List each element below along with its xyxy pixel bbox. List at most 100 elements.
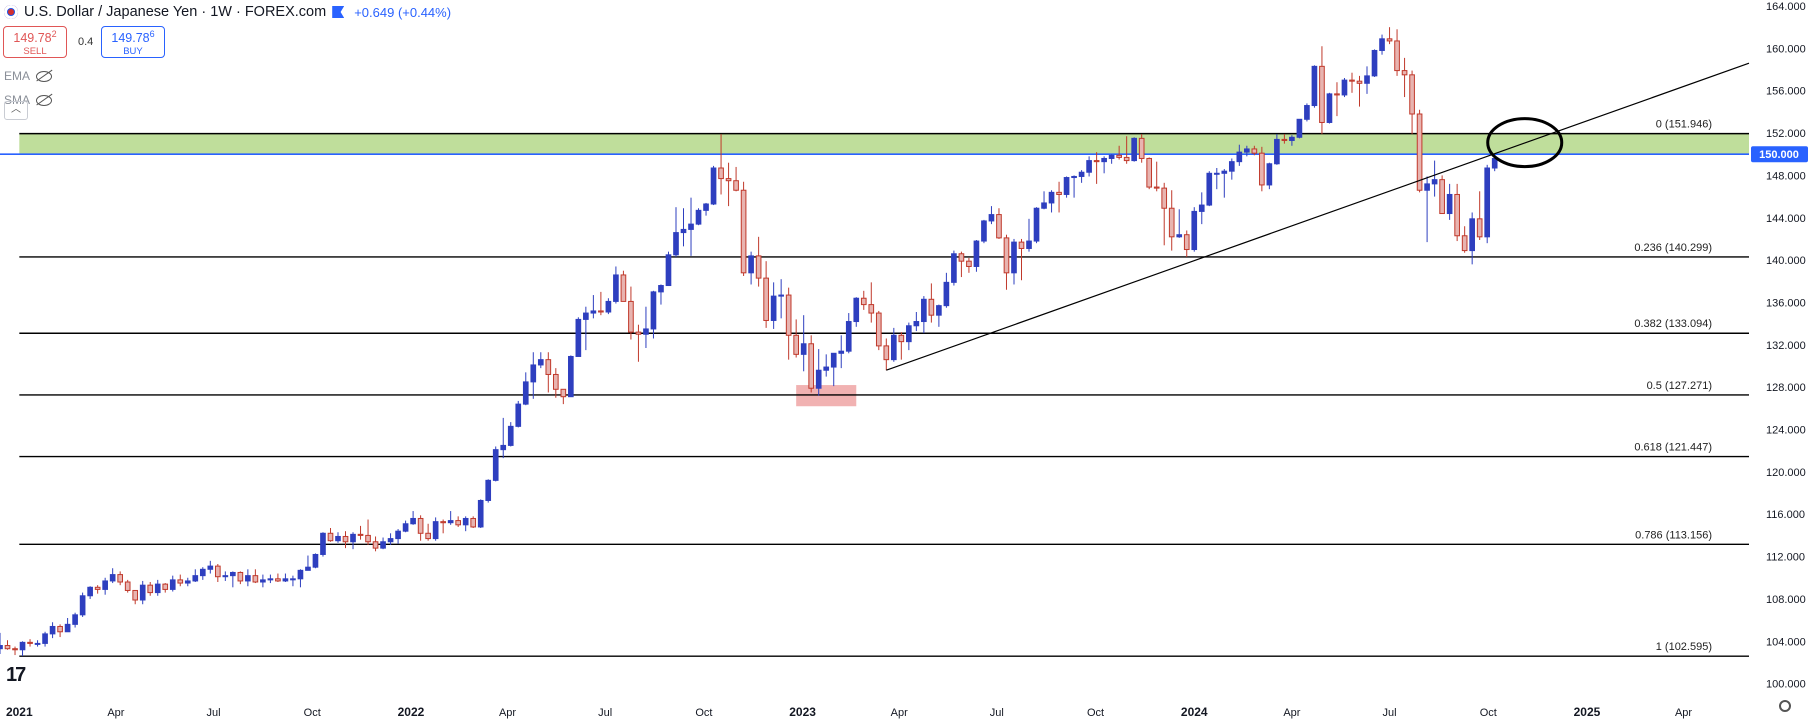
candle[interactable]: [1026, 218, 1032, 252]
candle[interactable]: [875, 310, 882, 351]
candle[interactable]: [1296, 118, 1303, 139]
candle[interactable]: [267, 574, 274, 584]
candle[interactable]: [1108, 154, 1115, 164]
candle[interactable]: [906, 322, 912, 351]
candle[interactable]: [695, 208, 702, 226]
candle[interactable]: [530, 352, 537, 399]
candle[interactable]: [132, 589, 139, 605]
candle[interactable]: [650, 290, 657, 339]
candle[interactable]: [1116, 145, 1122, 160]
candle[interactable]: [1048, 190, 1055, 213]
candle[interactable]: [710, 165, 717, 206]
candle[interactable]: [327, 528, 334, 542]
candle[interactable]: [725, 162, 732, 207]
indicator-ema[interactable]: EMA: [4, 69, 53, 83]
candle[interactable]: [545, 352, 552, 393]
candle[interactable]: [395, 529, 401, 544]
candle[interactable]: [342, 531, 349, 549]
candle[interactable]: [199, 567, 206, 580]
candle[interactable]: [1289, 135, 1295, 146]
candle[interactable]: [12, 646, 18, 656]
candle[interactable]: [1183, 230, 1190, 257]
candle[interactable]: [1311, 65, 1318, 108]
candle[interactable]: [800, 315, 807, 372]
resistance-zone[interactable]: [19, 133, 1750, 155]
candle[interactable]: [177, 574, 184, 587]
candle[interactable]: [1003, 234, 1010, 290]
candle[interactable]: [169, 575, 176, 592]
candle[interactable]: [1071, 175, 1077, 198]
candle[interactable]: [462, 516, 469, 532]
candle[interactable]: [996, 208, 1002, 239]
candle[interactable]: [350, 532, 356, 550]
candle[interactable]: [214, 564, 221, 582]
candle[interactable]: [1033, 207, 1040, 244]
candle[interactable]: [147, 582, 154, 596]
candle[interactable]: [1446, 183, 1453, 220]
candle[interactable]: [1078, 170, 1085, 183]
candle[interactable]: [1319, 46, 1325, 135]
trendline[interactable]: [886, 62, 1750, 371]
candle[interactable]: [613, 266, 619, 304]
candle[interactable]: [673, 207, 679, 257]
candle[interactable]: [1266, 162, 1273, 190]
candle[interactable]: [230, 571, 236, 588]
indicator-sma[interactable]: SMA: [4, 93, 53, 107]
candle[interactable]: [305, 555, 311, 571]
candle[interactable]: [740, 181, 747, 276]
candle[interactable]: [853, 297, 860, 327]
candle[interactable]: [1018, 238, 1025, 281]
candle[interactable]: [372, 536, 379, 552]
candle[interactable]: [42, 631, 48, 647]
candle[interactable]: [748, 251, 754, 285]
candle[interactable]: [49, 622, 56, 639]
candle[interactable]: [1461, 226, 1468, 253]
candle[interactable]: [568, 355, 574, 398]
candle[interactable]: [34, 640, 41, 647]
candle[interactable]: [507, 422, 514, 447]
candle[interactable]: [1251, 145, 1258, 156]
candle[interactable]: [1379, 34, 1385, 55]
candle[interactable]: [1424, 176, 1430, 243]
candle[interactable]: [365, 519, 371, 545]
candle[interactable]: [72, 612, 78, 628]
candle[interactable]: [1206, 171, 1213, 207]
candle[interactable]: [192, 569, 199, 582]
hidden-eye-icon[interactable]: [36, 70, 53, 82]
flag-marker-icon[interactable]: [332, 6, 345, 18]
candle[interactable]: [0, 632, 3, 654]
candle[interactable]: [1469, 212, 1475, 265]
candle[interactable]: [245, 569, 251, 587]
candle[interactable]: [898, 332, 905, 360]
candle[interactable]: [222, 571, 229, 581]
candle[interactable]: [275, 573, 281, 582]
candle[interactable]: [1093, 152, 1100, 184]
candle[interactable]: [515, 400, 522, 428]
candle[interactable]: [1086, 156, 1092, 177]
candle[interactable]: [410, 511, 416, 525]
candle[interactable]: [27, 639, 33, 647]
candle[interactable]: [1198, 192, 1205, 225]
candle[interactable]: [432, 517, 439, 541]
candle[interactable]: [500, 417, 507, 459]
highlight-ellipse[interactable]: [1486, 117, 1564, 169]
candle[interactable]: [1349, 72, 1355, 93]
candle[interactable]: [1153, 161, 1160, 192]
candle[interactable]: [1274, 134, 1280, 165]
candle[interactable]: [1213, 168, 1220, 190]
candle[interactable]: [703, 202, 709, 216]
support-zone[interactable]: [796, 385, 857, 407]
candle[interactable]: [860, 290, 867, 310]
candle[interactable]: [958, 251, 965, 278]
candle[interactable]: [282, 573, 289, 582]
candle[interactable]: [981, 219, 987, 244]
candle[interactable]: [605, 298, 612, 315]
candle[interactable]: [1334, 82, 1340, 117]
candle[interactable]: [1341, 78, 1348, 98]
candle[interactable]: [868, 282, 875, 323]
candle[interactable]: [124, 579, 131, 593]
candle[interactable]: [312, 553, 319, 569]
candle[interactable]: [680, 208, 687, 247]
candle[interactable]: [260, 574, 266, 588]
candle[interactable]: [1176, 209, 1183, 238]
